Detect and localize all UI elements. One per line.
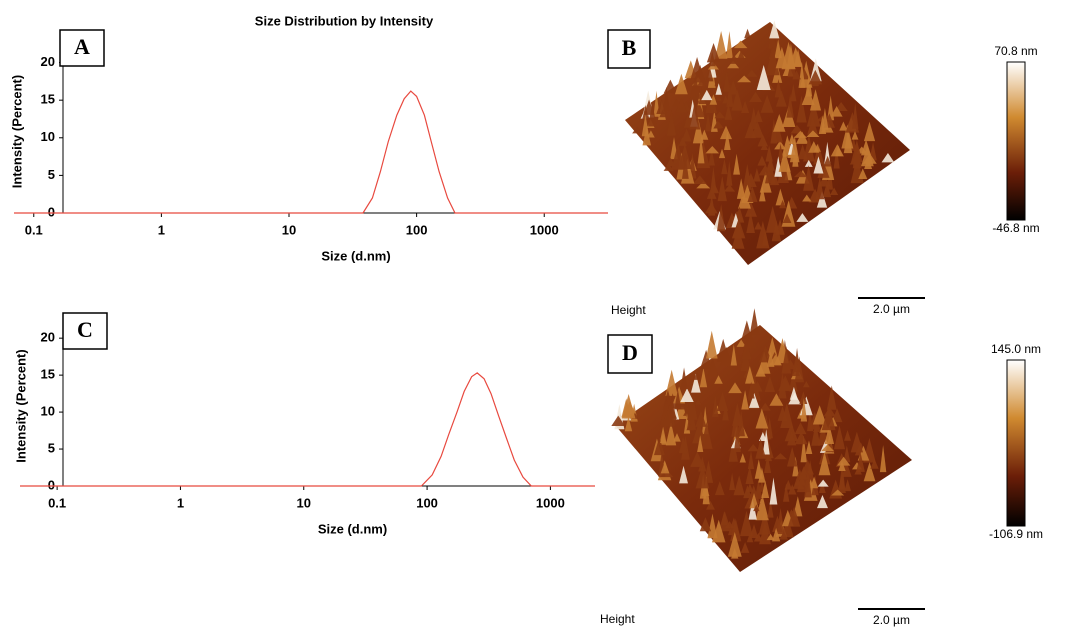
y-tick-label: 5 bbox=[48, 167, 55, 182]
size-curve bbox=[20, 373, 595, 486]
color-bar-min: -106.9 nm bbox=[989, 527, 1043, 541]
afm-peak bbox=[726, 31, 733, 58]
x-tick-label: 1 bbox=[177, 495, 184, 510]
y-tick-label: 20 bbox=[41, 330, 55, 345]
afm-peak bbox=[706, 331, 718, 359]
color-bar bbox=[1007, 62, 1025, 220]
x-tick-label: 10 bbox=[297, 495, 311, 510]
y-tick-label: 0 bbox=[48, 204, 55, 219]
afm-peak bbox=[750, 308, 760, 335]
afm-peak bbox=[622, 394, 636, 418]
figure: 051015200.11101001000Size Distribution b… bbox=[0, 0, 1072, 627]
scale-bar-label: 2.0 µm bbox=[873, 613, 910, 627]
y-tick-label: 15 bbox=[41, 92, 55, 107]
y-tick-label: 15 bbox=[41, 367, 55, 382]
panel-label: D bbox=[622, 340, 638, 365]
chart-title: Size Distribution by Intensity bbox=[255, 13, 434, 28]
y-tick-label: 10 bbox=[41, 129, 55, 144]
x-axis-label: Size (d.nm) bbox=[321, 248, 390, 263]
x-tick-label: 1000 bbox=[530, 222, 559, 237]
panel-label: B bbox=[622, 35, 637, 60]
panel-label: A bbox=[74, 34, 90, 59]
color-bar bbox=[1007, 360, 1025, 526]
y-axis-label: Intensity (Percent) bbox=[13, 349, 28, 462]
color-bar-min: -46.8 nm bbox=[992, 221, 1039, 235]
y-tick-label: 20 bbox=[41, 54, 55, 69]
x-tick-label: 1000 bbox=[536, 495, 565, 510]
y-axis-label: Intensity (Percent) bbox=[9, 75, 24, 188]
x-tick-label: 1 bbox=[158, 222, 165, 237]
x-axis-label: Size (d.nm) bbox=[318, 521, 387, 536]
x-tick-label: 10 bbox=[282, 222, 296, 237]
y-tick-label: 0 bbox=[48, 477, 55, 492]
panel-label: C bbox=[77, 317, 93, 342]
y-tick-label: 5 bbox=[48, 440, 55, 455]
afm-axis-label: Height bbox=[611, 303, 646, 317]
x-tick-label: 100 bbox=[416, 495, 438, 510]
afm-axis-label: Height bbox=[600, 612, 635, 626]
size-curve bbox=[14, 91, 608, 213]
color-bar-max: 70.8 nm bbox=[994, 44, 1037, 58]
page: {"chart_data": [ {"type": "line", "panel… bbox=[0, 0, 1072, 627]
color-bar-max: 145.0 nm bbox=[991, 342, 1041, 356]
x-tick-label: 0.1 bbox=[48, 495, 66, 510]
afm-peak bbox=[744, 29, 751, 38]
scale-bar-label: 2.0 µm bbox=[873, 302, 910, 316]
y-tick-label: 10 bbox=[41, 404, 55, 419]
x-tick-label: 100 bbox=[406, 222, 428, 237]
x-tick-label: 0.1 bbox=[25, 222, 43, 237]
